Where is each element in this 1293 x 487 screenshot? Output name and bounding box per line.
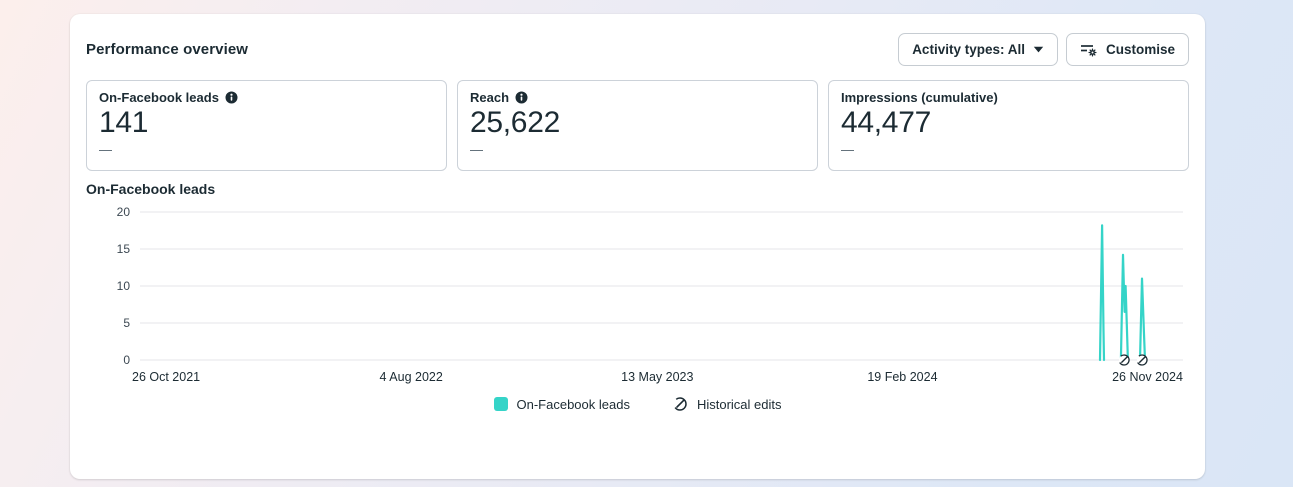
metric-label: Impressions (cumulative): [841, 90, 998, 105]
y-tick-label: 5: [123, 316, 130, 330]
activity-types-dropdown[interactable]: Activity types: All: [898, 33, 1058, 66]
legend-label: Historical edits: [696, 396, 782, 412]
metric-card-impressions[interactable]: Impressions (cumulative) 44,477 —: [828, 80, 1189, 171]
leads-line-segment[interactable]: [1138, 277, 1147, 362]
x-tick-label: 19 Feb 2024: [867, 370, 937, 384]
leads-line-chart[interactable]: 0 5 10 15 20 26 Oct 2021 4 Aug 2022 13 May 2023…: [86, 202, 1189, 387]
y-tick-label: 20: [117, 205, 131, 219]
customise-label: Customise: [1105, 42, 1175, 57]
legend-label: On-Facebook leads: [516, 396, 630, 412]
chart-title: On-Facebook leads: [86, 181, 216, 197]
historical-edit-marker[interactable]: [1118, 354, 1130, 366]
metric-label: Reach: [470, 90, 510, 105]
metric-cards-row: On-Facebook leads 141 — Reach 25,622 —: [86, 80, 1189, 171]
metric-card-on-facebook-leads[interactable]: On-Facebook leads 141 —: [86, 80, 447, 171]
historical-edit-marker[interactable]: [1136, 354, 1148, 366]
metric-value: 141: [99, 106, 149, 139]
performance-overview-card: Performance overview Activity types: All: [70, 14, 1205, 479]
info-icon[interactable]: [225, 91, 238, 104]
leads-line-segment[interactable]: [1119, 253, 1130, 362]
metric-value: 44,477: [841, 106, 931, 139]
legend-item-on-facebook-leads[interactable]: On-Facebook leads: [493, 396, 630, 412]
x-tick-label: 26 Nov 2024: [1112, 370, 1183, 384]
y-tick-label: 0: [123, 353, 130, 367]
card-header: Performance overview Activity types: All: [86, 33, 1189, 66]
leads-line-segment[interactable]: [1098, 224, 1106, 362]
legend-item-historical-edits[interactable]: Historical edits: [672, 396, 782, 412]
metric-comparison: —: [470, 141, 483, 157]
header-actions: Activity types: All: [898, 33, 1189, 66]
metric-comparison: —: [99, 141, 112, 157]
x-tick-label: 4 Aug 2022: [380, 370, 443, 384]
metric-comparison: —: [841, 141, 854, 157]
chart-area[interactable]: 0 5 10 15 20 26 Oct 2021 4 Aug 2022 13 May 2023…: [86, 202, 1189, 392]
x-tick-label: 13 May 2023: [621, 370, 693, 384]
metric-label: On-Facebook leads: [99, 90, 219, 105]
chart-legend: On-Facebook leads Historical edits: [86, 396, 1189, 412]
activity-types-label: Activity types: All: [912, 42, 1025, 57]
metric-value: 25,622: [470, 106, 560, 139]
metric-card-reach[interactable]: Reach 25,622 —: [457, 80, 818, 171]
info-icon[interactable]: [515, 91, 528, 104]
historical-edit-icon: [672, 396, 688, 412]
y-tick-label: 15: [117, 242, 131, 256]
y-tick-label: 10: [117, 279, 131, 293]
chevron-down-icon: [1033, 46, 1044, 53]
page-title: Performance overview: [86, 41, 249, 58]
customise-button[interactable]: Customise: [1065, 33, 1189, 66]
x-tick-label: 26 Oct 2021: [132, 370, 200, 384]
customise-settings-icon: [1080, 42, 1098, 58]
legend-swatch: [493, 397, 508, 411]
